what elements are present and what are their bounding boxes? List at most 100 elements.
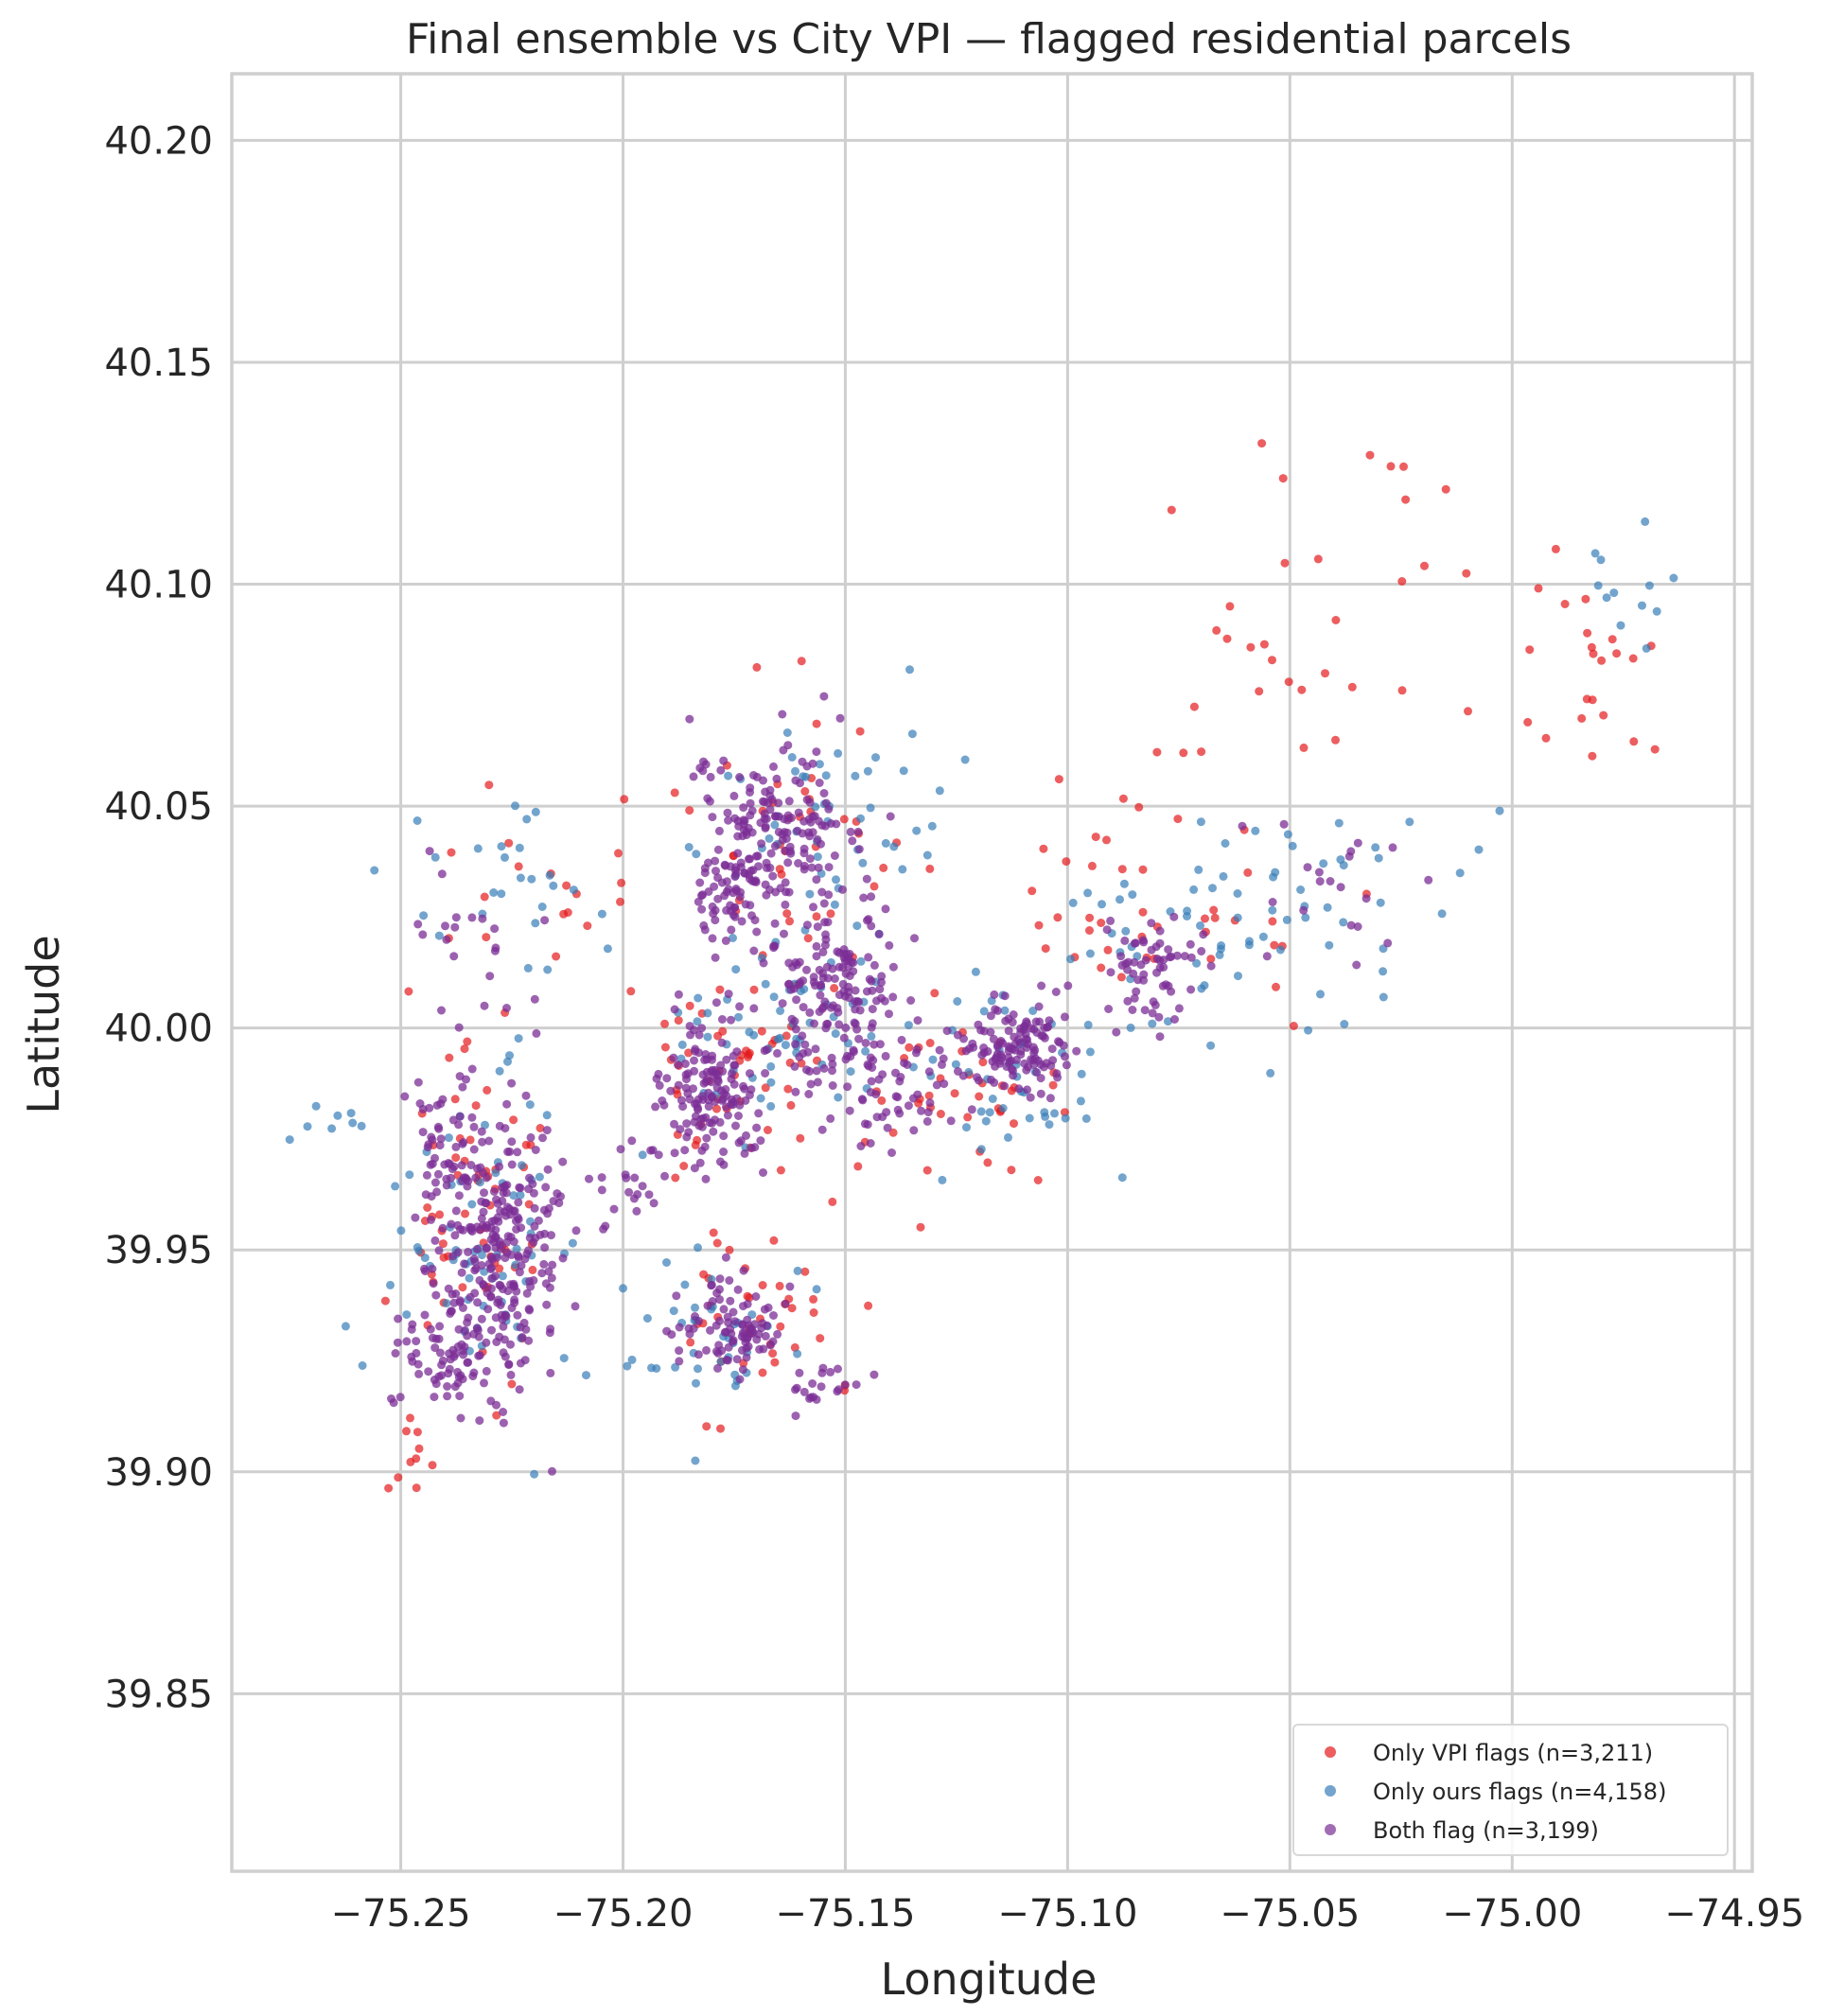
both-flag-point bbox=[719, 1305, 729, 1314]
both-flag-point bbox=[732, 1094, 742, 1103]
both-flag-point bbox=[742, 1353, 751, 1362]
both-flag-point bbox=[1148, 1008, 1157, 1018]
both-flag-point bbox=[859, 893, 869, 903]
both-flag-point bbox=[501, 1352, 510, 1361]
only-ours-point bbox=[497, 842, 506, 851]
both-flag-point bbox=[739, 1266, 748, 1275]
both-flag-point bbox=[518, 1333, 527, 1341]
both-flag-point bbox=[651, 1102, 660, 1112]
both-flag-point bbox=[719, 1148, 729, 1156]
both-flag-point bbox=[824, 890, 834, 900]
both-flag-point bbox=[675, 1323, 684, 1332]
both-flag-point bbox=[1262, 952, 1272, 961]
both-flag-point bbox=[1062, 1061, 1071, 1070]
only-ours-point bbox=[935, 786, 944, 796]
both-flag-point bbox=[704, 887, 713, 896]
both-flag-point bbox=[759, 1344, 768, 1354]
both-flag-point bbox=[740, 1148, 749, 1158]
both-flag-point bbox=[464, 1177, 473, 1185]
both-flag-point bbox=[773, 1329, 782, 1339]
only-ours-point bbox=[729, 934, 737, 942]
both-flag-point bbox=[838, 885, 847, 894]
only-ours-point bbox=[1196, 817, 1205, 827]
both-flag-point bbox=[983, 1046, 993, 1056]
only-vpi-point bbox=[684, 1048, 694, 1058]
both-flag-point bbox=[689, 772, 698, 781]
only-vpi-point bbox=[1582, 694, 1591, 704]
both-flag-point bbox=[675, 1346, 684, 1356]
both-flag-point bbox=[418, 1128, 428, 1137]
both-flag-point bbox=[868, 986, 877, 995]
both-flag-point bbox=[395, 1393, 405, 1402]
both-flag-point bbox=[1130, 957, 1139, 967]
both-flag-point bbox=[701, 1174, 711, 1183]
only-ours-point bbox=[358, 1361, 367, 1370]
both-flag-point bbox=[438, 1223, 448, 1233]
both-flag-point bbox=[715, 1274, 725, 1284]
only-vpi-point bbox=[1225, 602, 1235, 611]
both-flag-point bbox=[629, 1194, 639, 1203]
both-flag-point bbox=[771, 887, 781, 897]
both-flag-point bbox=[813, 1078, 822, 1087]
only-ours-point bbox=[1376, 898, 1385, 907]
only-ours-point bbox=[1593, 581, 1603, 590]
only-ours-point bbox=[703, 1008, 712, 1018]
only-vpi-point bbox=[770, 1358, 780, 1367]
only-vpi-point bbox=[1117, 865, 1127, 874]
both-flag-point bbox=[525, 1276, 535, 1286]
both-flag-point bbox=[502, 1099, 512, 1109]
only-vpi-point bbox=[925, 1039, 935, 1047]
both-flag-point bbox=[799, 865, 809, 874]
only-vpi-point bbox=[936, 1110, 945, 1118]
both-flag-point bbox=[702, 1133, 711, 1143]
both-flag-point bbox=[638, 1182, 647, 1191]
only-ours-point bbox=[582, 1371, 590, 1380]
both-flag-point bbox=[1029, 1048, 1039, 1058]
both-flag-point bbox=[502, 1004, 511, 1012]
only-vpi-point bbox=[1087, 861, 1097, 870]
both-flag-point bbox=[669, 1053, 678, 1062]
both-flag-point bbox=[531, 1146, 540, 1154]
x-tick-label: −74.95 bbox=[1664, 1892, 1804, 1936]
both-flag-point bbox=[471, 1173, 481, 1183]
both-flag-point bbox=[752, 1335, 762, 1344]
both-flag-point bbox=[737, 1345, 747, 1355]
only-vpi-point bbox=[983, 1158, 993, 1167]
both-flag-point bbox=[853, 827, 863, 836]
only-ours-point bbox=[348, 1118, 358, 1128]
both-flag-point bbox=[479, 1280, 488, 1288]
both-flag-point bbox=[1037, 1031, 1046, 1041]
both-flag-point bbox=[802, 965, 811, 974]
only-vpi-point bbox=[787, 1304, 797, 1313]
only-ours-point bbox=[998, 1104, 1008, 1113]
both-flag-point bbox=[872, 1113, 882, 1122]
both-flag-point bbox=[818, 947, 828, 956]
both-flag-point bbox=[716, 765, 726, 775]
only-ours-point bbox=[518, 1161, 526, 1170]
only-ours-point bbox=[467, 1200, 477, 1209]
both-flag-point bbox=[724, 1342, 733, 1352]
only-ours-point bbox=[766, 1101, 776, 1111]
only-ours-point bbox=[1061, 1113, 1070, 1123]
both-flag-point bbox=[752, 851, 761, 861]
only-vpi-point bbox=[1034, 920, 1044, 930]
both-flag-point bbox=[771, 812, 781, 821]
both-flag-point bbox=[823, 973, 833, 983]
both-flag-point bbox=[1035, 1017, 1045, 1026]
both-flag-point bbox=[402, 1337, 412, 1346]
both-flag-point bbox=[893, 1093, 903, 1102]
both-flag-point bbox=[475, 1225, 484, 1235]
both-flag-point bbox=[993, 1006, 1002, 1015]
both-flag-point bbox=[940, 1079, 949, 1089]
only-ours-point bbox=[1304, 1026, 1313, 1035]
both-flag-point bbox=[456, 1371, 466, 1380]
both-flag-point bbox=[1026, 1093, 1035, 1102]
both-flag-point bbox=[1303, 863, 1312, 872]
both-flag-point bbox=[845, 1106, 854, 1115]
both-flag-point bbox=[472, 1244, 482, 1253]
only-vpi-point bbox=[1054, 775, 1063, 784]
both-flag-point bbox=[791, 1025, 800, 1034]
both-flag-point bbox=[539, 1259, 549, 1269]
both-flag-point bbox=[1010, 1032, 1019, 1042]
